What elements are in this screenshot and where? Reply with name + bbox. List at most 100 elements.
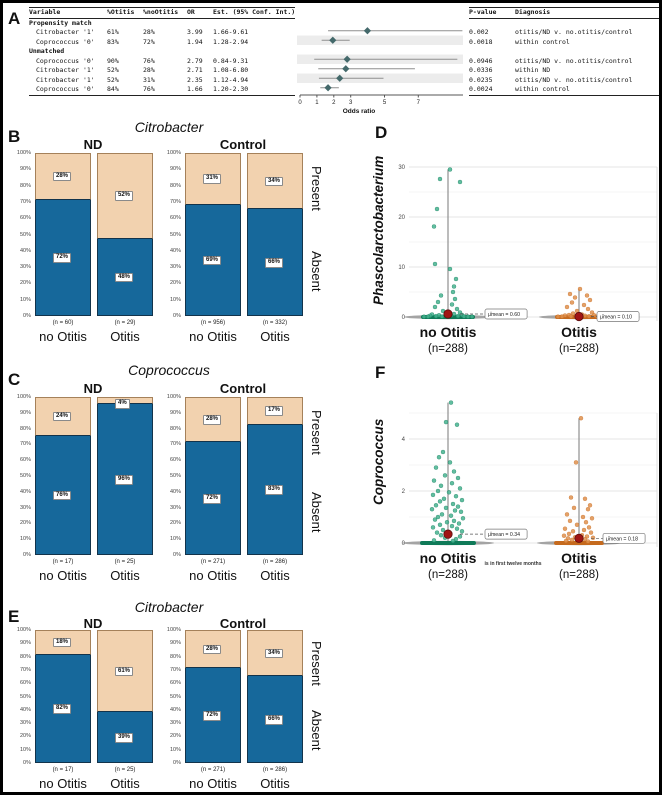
group-header: ND xyxy=(83,381,103,396)
data-point xyxy=(432,261,438,267)
panel-title: Citrobacter xyxy=(134,119,204,135)
pct-otitis-cell: 83% xyxy=(107,37,119,46)
pct-no-otitis-cell: 28% xyxy=(143,66,155,74)
data-point xyxy=(566,531,572,537)
ci-cell: 1.20-2.30 xyxy=(213,85,249,93)
y-tick-label: 20% xyxy=(169,733,181,740)
y-tick-label: 10% xyxy=(19,536,31,543)
data-point xyxy=(439,314,445,319)
n-label: (n = 60) xyxy=(52,320,74,326)
data-point xyxy=(563,538,569,544)
or-diamond xyxy=(342,65,350,73)
pvalue-cell: 0.0946 xyxy=(469,56,493,65)
group-label: no Otitis xyxy=(420,324,477,340)
stacked-bar xyxy=(35,397,91,555)
group-label: Otitis xyxy=(561,550,597,566)
pct-no-otitis-cell: 72% xyxy=(143,37,155,46)
present-pct-label: 17% xyxy=(265,406,284,416)
or-diamond xyxy=(324,84,332,92)
mean-label: μ̂mean = 0.18 xyxy=(606,536,638,542)
pvalue-column-header: P-value xyxy=(469,8,497,16)
pvalue-header-row: P-value Diagnosis xyxy=(469,8,659,19)
panel-c-letter: C xyxy=(8,370,21,389)
y-tick-label: 80% xyxy=(19,653,31,660)
table-row: Citrobacter '1' 52% 28% 2.71 1.08-6.80 xyxy=(29,66,295,76)
spacer-row xyxy=(469,19,659,29)
data-point xyxy=(569,537,575,543)
data-point xyxy=(448,513,454,518)
data-point xyxy=(454,526,460,531)
absent-pct-label: 69% xyxy=(203,255,222,266)
data-point xyxy=(571,505,577,511)
present-axis-label: Present xyxy=(309,409,324,455)
column-header: %noOtitis xyxy=(143,8,179,16)
y-tick-label: 30% xyxy=(169,720,181,727)
data-point xyxy=(451,469,457,474)
data-point xyxy=(555,314,561,319)
n-label: (n = 332) xyxy=(262,320,288,326)
data-point xyxy=(570,529,576,534)
panel-c-coprococcus-bars: C Coprococcus ND 0% 10% 20% 30% 40% 50% 60% 70% 80%… xyxy=(3,359,365,599)
data-point xyxy=(437,499,443,504)
data-point xyxy=(458,509,464,515)
or-diamond xyxy=(343,55,351,63)
data-point xyxy=(586,314,592,319)
y-tick-label: 0% xyxy=(23,313,31,319)
pvalue-cell: 0.0024 xyxy=(469,85,493,93)
row-stripe xyxy=(297,35,463,45)
y-tick-label: 60% xyxy=(19,457,31,464)
y-tick-label: 20% xyxy=(19,280,31,287)
data-point xyxy=(584,293,590,298)
absent-pct-label: 66% xyxy=(265,258,284,268)
data-point xyxy=(446,490,452,495)
or-cell: 1.94 xyxy=(187,37,203,46)
bar-group-label: no Otitis xyxy=(39,329,87,344)
data-point xyxy=(438,293,444,298)
ci-cell: 0.84-9.31 xyxy=(213,56,249,65)
mean-label-box xyxy=(484,528,528,540)
data-point xyxy=(431,478,437,483)
data-point xyxy=(564,304,570,310)
bar-group-label: no Otitis xyxy=(39,568,87,583)
data-point xyxy=(431,538,437,543)
data-point xyxy=(444,519,450,525)
data-point xyxy=(429,506,435,512)
y-tick-label: 30% xyxy=(169,264,181,271)
absent-axis-label: Absent xyxy=(309,250,324,292)
scatter-plot: 0 2 4 μ̂mean = 0.34 no Otitis (n=288) μ̂mean =… xyxy=(402,400,658,581)
absent-axis-label: Absent xyxy=(309,491,324,533)
data-point xyxy=(447,167,453,172)
data-point xyxy=(440,527,446,533)
y-axis-title: Coprococcus xyxy=(371,418,386,506)
or-diamond xyxy=(363,27,372,35)
present-pct-label: 18% xyxy=(53,637,72,648)
panel-title: Coprococcus xyxy=(128,362,210,378)
data-point xyxy=(448,400,454,405)
y-tick-label: 70% xyxy=(169,441,181,448)
mean-dot xyxy=(443,529,453,539)
y-tick-label: 20% xyxy=(169,280,181,287)
y-tick-label: 60% xyxy=(169,457,181,464)
panel-e-citrobacter-bars: E Citrobacter ND 0% 10% 20% 30% 40% 50% 60% 70% 80%… xyxy=(3,599,365,792)
pvalue-row: 0.0024 within control xyxy=(469,85,659,95)
y-tick-label: 70% xyxy=(169,666,181,673)
absent-pct-label: 39% xyxy=(115,733,134,743)
data-point xyxy=(434,530,440,535)
data-point xyxy=(455,475,461,481)
data-point xyxy=(569,300,575,305)
data-point xyxy=(450,538,456,544)
y-tick-label: 20% xyxy=(169,520,181,527)
data-point xyxy=(577,286,583,292)
data-point xyxy=(585,506,591,512)
panel-a-forest-table: A Variable %Otitis %noOtitis OR Est. (95% Co… xyxy=(3,3,659,119)
n-label: (n = 29) xyxy=(114,320,136,326)
bar-group-label: Otitis xyxy=(110,329,140,344)
y-axis-title: Phascolarctobacterium xyxy=(371,155,386,305)
present-axis-label: Present xyxy=(309,166,324,211)
data-point xyxy=(585,306,591,312)
y-tick-label: 0% xyxy=(173,552,181,558)
y-tick-label: 60% xyxy=(19,680,31,687)
data-point xyxy=(465,314,471,319)
data-point xyxy=(438,532,444,538)
